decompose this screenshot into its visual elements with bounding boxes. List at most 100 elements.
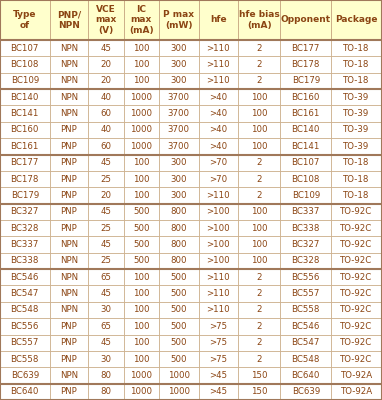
- Bar: [159, 171, 199, 187]
- Text: 45: 45: [100, 240, 112, 249]
- Text: 500: 500: [170, 354, 187, 364]
- Bar: [280, 122, 331, 138]
- Text: PNP: PNP: [60, 158, 77, 167]
- Bar: [199, 73, 238, 89]
- Text: 25: 25: [100, 256, 112, 266]
- Text: BC338: BC338: [291, 224, 320, 233]
- Bar: [159, 286, 199, 302]
- Bar: [159, 253, 199, 269]
- Text: BC140: BC140: [11, 93, 39, 102]
- Text: >110: >110: [207, 76, 230, 86]
- Text: BC179: BC179: [291, 76, 320, 86]
- Bar: [238, 367, 280, 384]
- Text: BC141: BC141: [11, 109, 39, 118]
- Text: 100: 100: [251, 93, 267, 102]
- Text: BC558: BC558: [291, 306, 320, 314]
- Text: 800: 800: [170, 240, 187, 249]
- Bar: [199, 351, 238, 367]
- Bar: [50, 220, 88, 236]
- Bar: [280, 56, 331, 73]
- Bar: [0, 253, 50, 269]
- Bar: [280, 171, 331, 187]
- Bar: [50, 318, 88, 334]
- Bar: [199, 106, 238, 122]
- Bar: [238, 334, 280, 351]
- Text: TO-92C: TO-92C: [340, 207, 373, 216]
- Text: BC108: BC108: [291, 174, 320, 184]
- Text: PNP: PNP: [60, 191, 77, 200]
- Text: NPN: NPN: [60, 76, 78, 86]
- Text: 60: 60: [100, 109, 112, 118]
- Text: 500: 500: [170, 289, 187, 298]
- Bar: [280, 236, 331, 253]
- Text: TO-18: TO-18: [343, 76, 370, 86]
- Text: 1000: 1000: [168, 387, 190, 396]
- Bar: [124, 56, 159, 73]
- Text: 3700: 3700: [168, 126, 190, 134]
- Bar: [124, 0, 159, 40]
- Bar: [159, 154, 199, 171]
- Text: BC547: BC547: [11, 289, 39, 298]
- Text: 500: 500: [133, 240, 149, 249]
- Bar: [50, 122, 88, 138]
- Text: 300: 300: [170, 174, 187, 184]
- Text: P max
(mW): P max (mW): [163, 10, 194, 30]
- Text: 500: 500: [133, 224, 149, 233]
- Text: 500: 500: [170, 322, 187, 331]
- Bar: [199, 204, 238, 220]
- Bar: [159, 351, 199, 367]
- Bar: [159, 236, 199, 253]
- Bar: [159, 106, 199, 122]
- Text: 100: 100: [133, 338, 149, 347]
- Text: 300: 300: [170, 158, 187, 167]
- Text: 60: 60: [100, 142, 112, 151]
- Bar: [0, 0, 50, 40]
- Text: 100: 100: [251, 240, 267, 249]
- Bar: [50, 138, 88, 154]
- Bar: [238, 89, 280, 106]
- Text: TO-92C: TO-92C: [340, 306, 373, 314]
- Text: NPN: NPN: [60, 240, 78, 249]
- Text: 300: 300: [170, 76, 187, 86]
- Text: BC546: BC546: [291, 322, 320, 331]
- Bar: [331, 106, 382, 122]
- Text: BC556: BC556: [291, 273, 320, 282]
- Bar: [331, 253, 382, 269]
- Text: >110: >110: [207, 191, 230, 200]
- Text: TO-92C: TO-92C: [340, 338, 373, 347]
- Bar: [199, 138, 238, 154]
- Text: BC328: BC328: [291, 256, 320, 266]
- Bar: [0, 204, 50, 220]
- Text: NPN: NPN: [60, 44, 78, 53]
- Bar: [124, 269, 159, 286]
- Text: TO-39: TO-39: [343, 142, 370, 151]
- Text: PNP: PNP: [60, 338, 77, 347]
- Text: 1000: 1000: [130, 126, 152, 134]
- Bar: [331, 0, 382, 40]
- Text: NPN: NPN: [60, 60, 78, 69]
- Bar: [238, 269, 280, 286]
- Text: 100: 100: [133, 306, 149, 314]
- Bar: [199, 0, 238, 40]
- Text: 45: 45: [100, 289, 112, 298]
- Text: 1000: 1000: [130, 142, 152, 151]
- Text: BC140: BC140: [291, 126, 320, 134]
- Bar: [88, 384, 124, 400]
- Text: TO-39: TO-39: [343, 93, 370, 102]
- Bar: [50, 334, 88, 351]
- Text: 40: 40: [100, 126, 112, 134]
- Bar: [0, 138, 50, 154]
- Text: 80: 80: [100, 387, 112, 396]
- Bar: [88, 253, 124, 269]
- Bar: [0, 286, 50, 302]
- Text: BC161: BC161: [11, 142, 39, 151]
- Text: TO-39: TO-39: [343, 109, 370, 118]
- Bar: [50, 154, 88, 171]
- Bar: [159, 204, 199, 220]
- Text: 65: 65: [100, 322, 112, 331]
- Text: BC177: BC177: [291, 44, 320, 53]
- Bar: [159, 318, 199, 334]
- Text: 800: 800: [170, 256, 187, 266]
- Text: 100: 100: [251, 126, 267, 134]
- Bar: [50, 269, 88, 286]
